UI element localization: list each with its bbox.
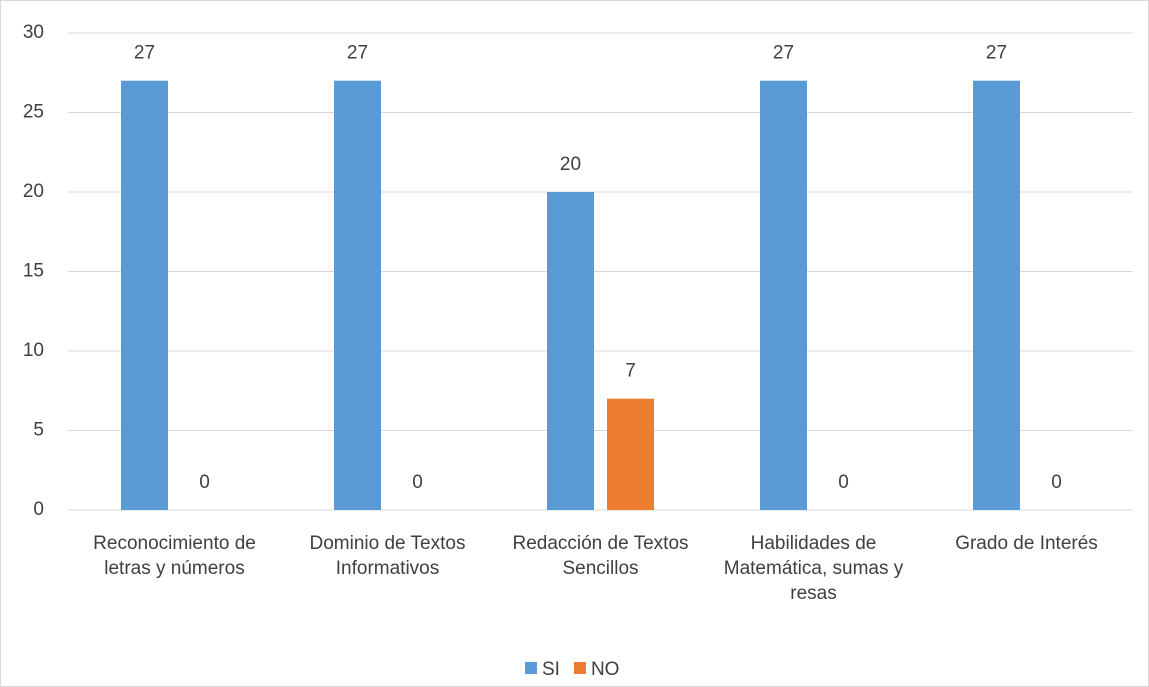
bar xyxy=(334,80,381,510)
x-tick-label: Redacción de Textos Sencillos xyxy=(512,533,689,579)
data-label: 0 xyxy=(412,472,423,493)
x-tick-label: Grado de Interés xyxy=(955,533,1098,554)
y-tick-label: 10 xyxy=(23,340,44,361)
bar xyxy=(547,192,594,510)
legend-swatch xyxy=(525,662,537,674)
y-tick-label: 5 xyxy=(33,420,44,441)
legend-label: SI xyxy=(542,659,560,680)
y-tick-label: 30 xyxy=(23,22,44,43)
y-tick-label: 20 xyxy=(23,181,44,202)
y-tick-label: 25 xyxy=(23,102,44,123)
data-label: 27 xyxy=(134,43,155,64)
data-label: 27 xyxy=(986,43,1007,64)
data-label: 27 xyxy=(347,43,368,64)
data-label: 0 xyxy=(1051,472,1062,493)
bar xyxy=(121,80,168,510)
legend-swatch xyxy=(573,662,586,674)
x-tick-label: Dominio de Textos Informativos xyxy=(309,533,466,579)
legend-label: NO xyxy=(591,659,620,680)
data-label: 27 xyxy=(773,43,794,64)
bar xyxy=(760,80,807,510)
y-tick-label: 0 xyxy=(33,499,44,520)
x-tick-label: Reconocimiento de letras y números xyxy=(93,533,256,579)
data-label: 0 xyxy=(199,472,210,493)
y-tick-label: 15 xyxy=(23,261,44,282)
data-label: 0 xyxy=(838,472,849,493)
data-label: 7 xyxy=(625,361,636,382)
data-label: 20 xyxy=(560,154,581,175)
x-tick-label: Habilidades de Matemática, sumas y resas xyxy=(723,533,904,604)
bar xyxy=(973,80,1020,510)
bar xyxy=(607,398,654,510)
